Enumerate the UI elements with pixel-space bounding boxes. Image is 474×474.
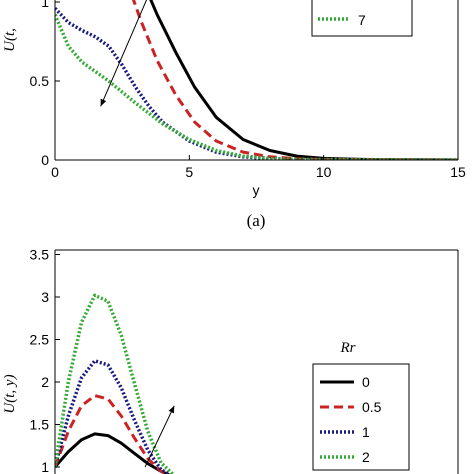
top-x-tick-label: 0	[51, 164, 59, 180]
top-trend-arrow	[100, 0, 148, 107]
top-series-group	[55, 0, 458, 160]
top-ticks: 0 5 10 15 0 0.5 1	[30, 0, 466, 180]
bottom-y-axis-label: U(t, y)	[2, 374, 18, 413]
top-x-tick-label: 5	[185, 164, 193, 180]
top-series-line-1	[131, 0, 458, 160]
bottom-y-tick-label: 2	[41, 374, 49, 390]
bottom-series-line-1	[55, 359, 173, 474]
top-y-tick-label: 1	[41, 0, 49, 10]
bottom-legend: 0 0.5 1 2	[312, 363, 410, 471]
bottom-series-group	[55, 293, 176, 474]
top-x-axis-label: y	[253, 182, 260, 198]
bottom-legend-box	[312, 363, 410, 471]
bottom-y-tick-label: 1.5	[30, 417, 50, 433]
top-y-axis-label: U(t,	[2, 28, 18, 52]
bottom-legend-title: Rr	[340, 340, 356, 356]
legend-label-2: 2	[362, 449, 370, 465]
chart-bottom: 1 1.5 2 2.5 3 3.5 U(t, y) Rr 0 0.5 1 2	[2, 247, 459, 474]
top-series-line-2	[55, 7, 458, 160]
bottom-y-tick-label: 3	[41, 289, 49, 305]
top-x-tick-label: 15	[450, 164, 466, 180]
top-legend-box	[311, 0, 413, 37]
bottom-series-line-0	[55, 432, 171, 474]
legend-label-0: 0	[362, 374, 370, 390]
top-y-tick-label: 0.5	[30, 73, 50, 89]
legend-label-1: 1	[362, 424, 370, 440]
top-legend: 7	[311, 0, 413, 37]
top-series-line-3	[55, 13, 458, 160]
legend-label-7: 7	[358, 12, 366, 28]
chart-top: 0 5 10 15 0 0.5 1 U(t, y (a) 7	[2, 0, 466, 230]
top-x-tick-label: 10	[316, 164, 332, 180]
bottom-ticks: 1 1.5 2 2.5 3 3.5	[30, 247, 60, 474]
top-y-tick-label: 0	[41, 152, 49, 168]
bottom-y-tick-label: 1	[41, 459, 49, 474]
bottom-trend-arrow	[144, 405, 175, 468]
legend-label-0.5: 0.5	[362, 399, 382, 415]
bottom-y-tick-label: 3.5	[30, 247, 50, 263]
bottom-y-tick-label: 2.5	[30, 332, 50, 348]
panel-label-a: (a)	[247, 211, 266, 230]
